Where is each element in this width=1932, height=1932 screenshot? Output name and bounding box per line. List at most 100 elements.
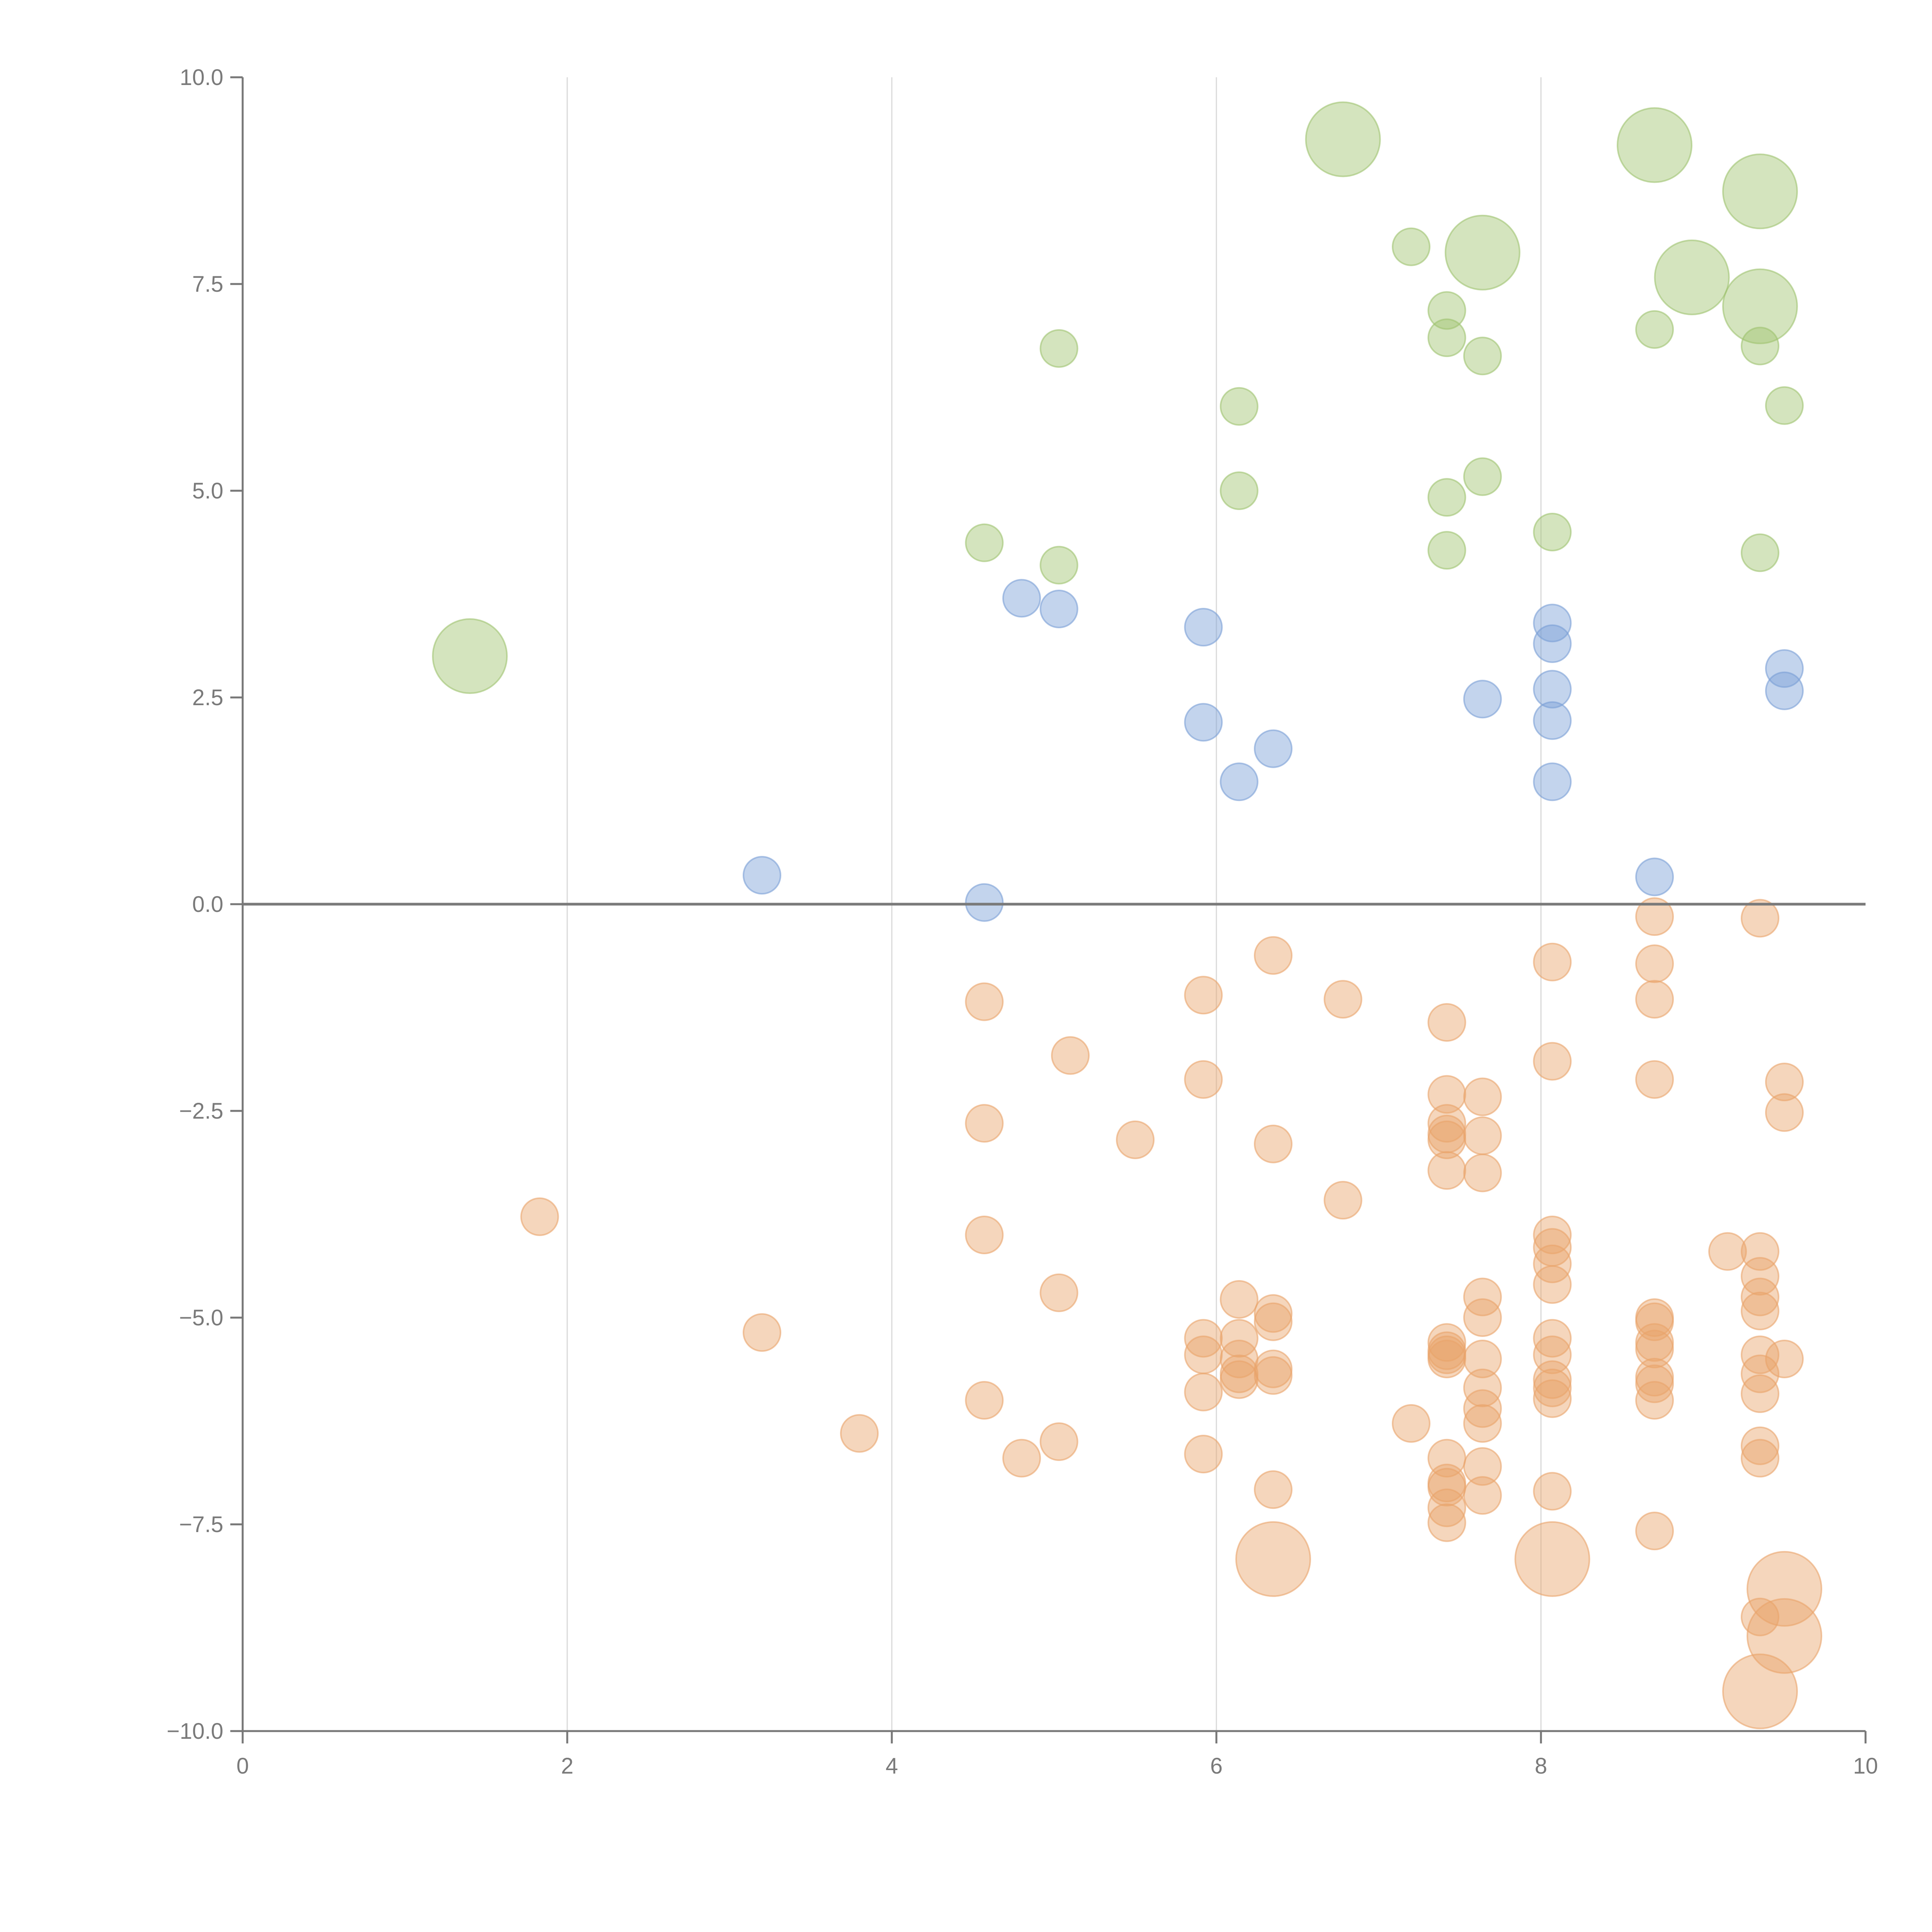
x-tick-label: 8 [1535,1753,1547,1779]
point-orange-99 [1765,1093,1804,1132]
point-orange-65 [1533,1265,1572,1304]
point-blue-16 [1765,671,1804,710]
point-orange-53 [1463,1298,1502,1337]
point-orange-29 [1254,1470,1293,1509]
point-orange-94 [1741,1426,1779,1465]
point-green-4 [1219,387,1259,426]
point-orange-2 [840,1414,879,1453]
point-orange-47 [1427,1488,1466,1527]
point-green-2 [1039,546,1078,585]
y-tick-label: 10.0 [180,65,223,90]
point-blue-8 [1463,680,1502,719]
point-orange-1 [743,1313,781,1352]
x-tick-label: 2 [561,1753,573,1779]
point-green-23 [1741,533,1779,572]
point-orange-51 [1463,1153,1502,1192]
y-tick-label: 0.0 [192,892,223,917]
point-orange-18 [1219,1280,1259,1319]
point-orange-17 [1184,1435,1223,1474]
point-orange-82 [1635,1364,1674,1403]
point-orange-31 [1323,980,1362,1019]
point-orange-19 [1219,1319,1259,1358]
point-orange-50 [1463,1116,1502,1155]
point-orange-84 [1635,1512,1674,1551]
point-orange-69 [1533,1368,1572,1407]
point-orange-61 [1533,1042,1572,1081]
point-orange-3 [965,982,1004,1021]
point-orange-83 [1635,1381,1674,1420]
point-orange-49 [1463,1077,1502,1116]
x-tick-label: 10 [1853,1753,1878,1779]
point-orange-22 [1219,1360,1259,1399]
point-green-12 [1444,214,1520,291]
point-orange-55 [1463,1368,1502,1407]
point-green-13 [1463,337,1502,376]
point-orange-11 [1116,1120,1155,1159]
point-orange-58 [1463,1447,1502,1486]
point-orange-36 [1427,1104,1466,1143]
point-green-21 [1741,327,1779,366]
x-tick-label: 4 [886,1753,898,1779]
point-orange-56 [1463,1389,1502,1428]
point-orange-21 [1219,1354,1259,1393]
point-orange-16 [1184,1372,1223,1412]
point-orange-98 [1765,1063,1804,1102]
point-orange-89 [1741,1277,1779,1316]
point-orange-85 [1708,1232,1747,1271]
point-orange-92 [1741,1354,1779,1393]
point-orange-74 [1635,944,1674,983]
point-orange-39 [1427,1151,1466,1190]
point-orange-59 [1463,1476,1502,1515]
point-green-5 [1219,471,1259,510]
point-orange-35 [1427,1075,1466,1114]
point-orange-80 [1635,1330,1674,1369]
x-tick-label: 6 [1210,1753,1223,1779]
point-orange-8 [1039,1273,1078,1312]
y-tick-label: 5.0 [192,478,223,503]
point-orange-64 [1533,1244,1572,1283]
y-tick-label: −7.5 [179,1512,224,1537]
series-orange [520,897,1822,1730]
point-orange-10 [1051,1036,1090,1075]
point-orange-66 [1533,1319,1572,1358]
point-orange-76 [1635,1060,1674,1099]
point-orange-52 [1463,1277,1502,1316]
point-green-10 [1427,478,1466,517]
point-blue-10 [1533,624,1572,663]
point-orange-28 [1254,1356,1293,1395]
point-blue-14 [1635,857,1674,896]
point-orange-70 [1533,1379,1572,1418]
point-orange-25 [1254,1294,1293,1333]
point-green-16 [1617,107,1692,183]
series-green [432,101,1804,694]
point-blue-11 [1533,670,1572,709]
y-tick-label: −5.0 [179,1305,224,1330]
point-green-11 [1427,531,1466,570]
point-blue-12 [1533,701,1572,740]
point-orange-5 [965,1216,1004,1254]
point-blue-0 [743,856,781,895]
point-orange-14 [1184,1319,1223,1358]
point-green-0 [432,618,508,694]
point-orange-6 [965,1381,1004,1420]
series-blue [743,579,1804,922]
point-orange-34 [1427,1003,1466,1042]
point-orange-101 [1747,1551,1822,1627]
point-orange-38 [1427,1120,1466,1159]
point-orange-13 [1184,1060,1223,1099]
point-orange-43 [1427,1340,1466,1378]
point-orange-40 [1427,1323,1466,1362]
point-orange-71 [1533,1472,1572,1511]
bubbles [432,101,1822,1730]
point-green-22 [1765,386,1804,425]
point-green-18 [1654,239,1730,315]
point-orange-0 [520,1197,559,1236]
point-orange-78 [1635,1302,1674,1341]
point-green-19 [1722,153,1798,230]
point-orange-62 [1533,1216,1572,1254]
point-orange-102 [1747,1598,1822,1674]
point-orange-9 [1039,1422,1078,1461]
point-green-3 [1039,329,1078,368]
point-orange-93 [1741,1374,1779,1413]
point-blue-4 [1184,608,1223,647]
